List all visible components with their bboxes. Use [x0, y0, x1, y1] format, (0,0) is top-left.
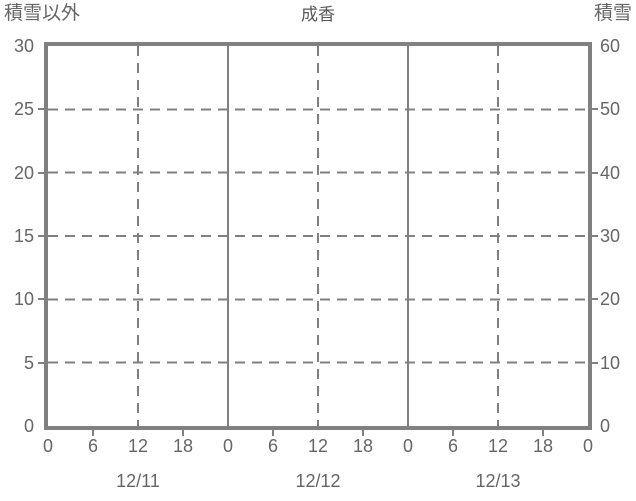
- x-axis-hour-label: 12: [487, 436, 509, 456]
- left-axis-tick-mark: [38, 235, 44, 237]
- x-axis-tick-mark: [362, 430, 364, 436]
- gridlines: [48, 46, 588, 426]
- right-axis-tick-label: 10: [600, 352, 621, 373]
- right-axis-tick-mark: [592, 235, 598, 237]
- right-axis-tick-mark: [592, 108, 598, 111]
- x-axis-tick-mark: [182, 430, 184, 436]
- chart-title: 成香: [301, 5, 335, 24]
- right-axis-tick-label: 30: [600, 226, 621, 246]
- x-axis-tick-mark: [92, 430, 94, 436]
- x-axis-hour-label: 18: [532, 436, 554, 456]
- left-axis-tick-label: 10: [13, 289, 34, 310]
- right-axis-tick-label: 20: [600, 289, 621, 310]
- left-axis-tick-label: 25: [13, 99, 34, 120]
- x-axis-day-label: 12/12: [295, 471, 341, 491]
- x-axis-hour-label: 18: [172, 436, 194, 456]
- left-axis-tick-label: 0: [23, 416, 34, 436]
- x-axis-hour-label: 0: [402, 436, 413, 456]
- x-axis-hour-label: 6: [87, 436, 98, 456]
- x-axis-tick-mark: [452, 430, 454, 436]
- x-axis-hour-label: 0: [42, 436, 53, 456]
- right-axis-tick-mark: [592, 298, 598, 301]
- plot-frame: [44, 42, 592, 430]
- x-axis-hour-label: 0: [582, 436, 593, 456]
- x-axis-hour-label: 12: [307, 436, 329, 456]
- right-axis-tick-mark: [592, 171, 598, 174]
- left-axis-tick-mark: [38, 171, 44, 174]
- left-axis-tick-label: 15: [13, 226, 34, 246]
- x-axis-hour-label: 6: [447, 436, 458, 456]
- right-axis-tick-label: 50: [600, 99, 621, 120]
- x-axis-hour-label: 18: [352, 436, 374, 456]
- right-axis-tick-label: 40: [600, 162, 621, 183]
- x-axis-day-label: 12/11: [116, 471, 160, 491]
- x-axis-day-label: 12/13: [475, 471, 521, 491]
- left-axis-title: 積雪以外: [4, 3, 81, 24]
- x-axis-hour-label: 6: [267, 436, 278, 456]
- right-axis-tick-label: 60: [600, 36, 621, 56]
- plot-area: [48, 46, 588, 426]
- left-axis-tick-label: 20: [13, 162, 34, 183]
- left-axis-tick-mark: [38, 298, 44, 301]
- left-axis-tick-label: 30: [13, 36, 34, 56]
- left-axis-tick-label: 5: [23, 352, 34, 373]
- x-axis-hour-label: 12: [127, 436, 149, 456]
- left-axis-tick-mark: [38, 108, 44, 111]
- right-axis-title: 積雪: [593, 3, 632, 24]
- x-axis-hour-label: 0: [222, 436, 233, 456]
- left-axis-tick-mark: [38, 361, 44, 364]
- right-axis-tick-mark: [592, 361, 598, 364]
- x-axis-tick-mark: [272, 430, 274, 436]
- right-axis-tick-label: 0: [600, 416, 611, 436]
- x-axis-tick-mark: [542, 430, 544, 436]
